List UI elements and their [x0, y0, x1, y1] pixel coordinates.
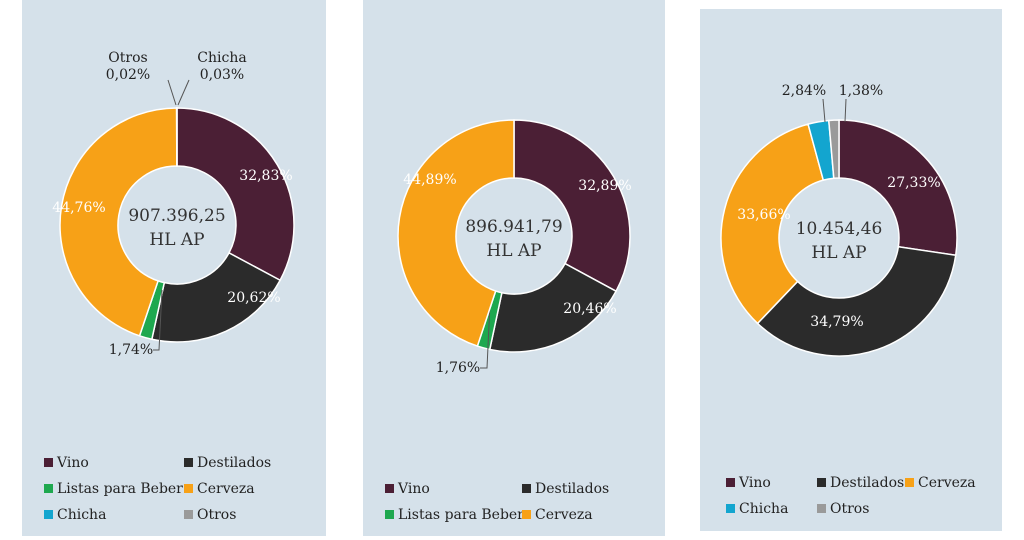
legend-swatch-listas-para-beber [44, 484, 53, 493]
slice-label-destilados: 20,46% [563, 301, 616, 317]
slice-vino [513, 119, 631, 293]
leader-line-otros [167, 79, 177, 106]
slice-cerveza [397, 119, 515, 348]
center-total: 907.396,25 [128, 206, 225, 226]
slice-vino [838, 119, 958, 257]
legend-label-destilados: Destilados [197, 455, 272, 471]
legend-item-vino: Vino [726, 475, 771, 491]
legend-swatch-vino [726, 478, 735, 487]
legend-swatch-vino [385, 484, 394, 493]
legend-swatch-otros [817, 504, 826, 513]
slice-label-listas-para-beber: 1,74% [109, 342, 153, 358]
legend-item-listas-para-beber: Listas para Beber [44, 481, 183, 497]
slice-name-otros: Otros [108, 50, 147, 66]
slice-label-destilados: 20,62% [227, 290, 280, 306]
legend-label-chicha: Chicha [739, 501, 789, 517]
legend-item-listas-para-beber: Listas para Beber [385, 507, 524, 523]
chart-panel-2: 32,89% 20,46% 1,76% 44,89% 896.941,79 HL AP V… [363, 0, 665, 536]
legend-label-otros: Otros [197, 507, 237, 523]
slice-label-otros: 0,02% [106, 67, 150, 83]
legend-item-cerveza: Cerveza [522, 507, 593, 523]
center-unit: HL AP [149, 230, 204, 250]
center-total: 896.941,79 [465, 217, 562, 237]
chart-panel-1: 32,83% 20,62% 1,74% 44,76% Otros 0,02% Chicha 0… [22, 0, 326, 536]
legend-label-otros: Otros [830, 501, 870, 517]
legend-label-listas-para-beber: Listas para Beber [398, 507, 524, 523]
legend-item-otros: Otros [817, 501, 869, 517]
slice-destilados [150, 251, 282, 343]
legend-swatch-otros [184, 510, 193, 519]
legend-swatch-chicha [726, 504, 735, 513]
legend-label-chicha: Chicha [57, 507, 107, 523]
slice-label-cerveza: 33,66% [737, 207, 790, 223]
center-unit: HL AP [486, 241, 541, 261]
legend-item-destilados: Destilados [522, 481, 609, 497]
legend-item-destilados: Destilados [184, 455, 271, 471]
legend-swatch-destilados [817, 478, 826, 487]
legend-item-chicha: Chicha [44, 507, 106, 523]
slice-label-vino: 27,33% [887, 175, 940, 191]
donut-chart-2: 32,89% 20,46% 1,76% 44,89% 896.941,79 HL AP [397, 119, 632, 376]
legend-swatch-listas-para-beber [385, 510, 394, 519]
legend-swatch-cerveza [905, 478, 914, 487]
legend-label-vino: Vino [398, 481, 430, 497]
legend-item-cerveza: Cerveza [905, 475, 976, 491]
slice-destilados [488, 262, 618, 353]
slice-label-cerveza: 44,76% [52, 200, 105, 216]
slice-label-vino: 32,89% [578, 178, 631, 194]
chart-panel-3: 27,33% 34,79% 33,66% 2,84% 1,38% 10.454,46 HL … [700, 9, 1002, 531]
leader-line-otros [844, 98, 847, 123]
slice-name-chicha: Chicha [197, 50, 246, 66]
legend-item-otros: Otros [184, 507, 236, 523]
leader-line-chicha [822, 98, 826, 123]
slice-cerveza [59, 107, 178, 337]
legend-item-destilados: Destilados [817, 475, 904, 491]
slice-label-chicha: 2,84% [782, 83, 826, 99]
legend-swatch-destilados [522, 484, 531, 493]
slice-label-destilados: 34,79% [810, 314, 863, 330]
slice-label-listas-para-beber: 1,76% [436, 360, 480, 376]
leader-line-listas-para-beber [153, 289, 163, 351]
slice-vino [176, 107, 295, 282]
slice-label-chicha: 0,03% [200, 67, 244, 83]
donut-chart-3: 27,33% 34,79% 33,66% 2,84% 1,38% 10.454,46 HL … [720, 83, 958, 357]
legend-item-vino: Vino [385, 481, 430, 497]
slice-cerveza [720, 123, 825, 325]
legend-label-cerveza: Cerveza [535, 507, 593, 523]
legend-label-destilados: Destilados [830, 475, 905, 491]
center-unit: HL AP [811, 243, 866, 263]
legend-item-cerveza: Cerveza [184, 481, 255, 497]
legend-label-cerveza: Cerveza [918, 475, 976, 491]
legend-label-vino: Vino [739, 475, 771, 491]
center-total: 10.454,46 [796, 219, 883, 239]
leader-line-listas-para-beber [480, 302, 491, 369]
leader-line-chicha [177, 79, 190, 106]
slice-otros [827, 119, 840, 180]
legend-label-listas-para-beber: Listas para Beber [57, 481, 183, 497]
legend-item-vino: Vino [44, 455, 89, 471]
legend-label-destilados: Destilados [535, 481, 610, 497]
legend-swatch-cerveza [184, 484, 193, 493]
slice-label-cerveza: 44,89% [403, 172, 456, 188]
slice-label-vino: 32,83% [239, 168, 292, 184]
legend-item-chicha: Chicha [726, 501, 788, 517]
legend-swatch-vino [44, 458, 53, 467]
slice-label-otros: 1,38% [839, 83, 883, 99]
legend-swatch-destilados [184, 458, 193, 467]
legend-label-vino: Vino [57, 455, 89, 471]
legend-label-cerveza: Cerveza [197, 481, 255, 497]
slice-destilados [756, 245, 957, 357]
legend-swatch-cerveza [522, 510, 531, 519]
legend-swatch-chicha [44, 510, 53, 519]
